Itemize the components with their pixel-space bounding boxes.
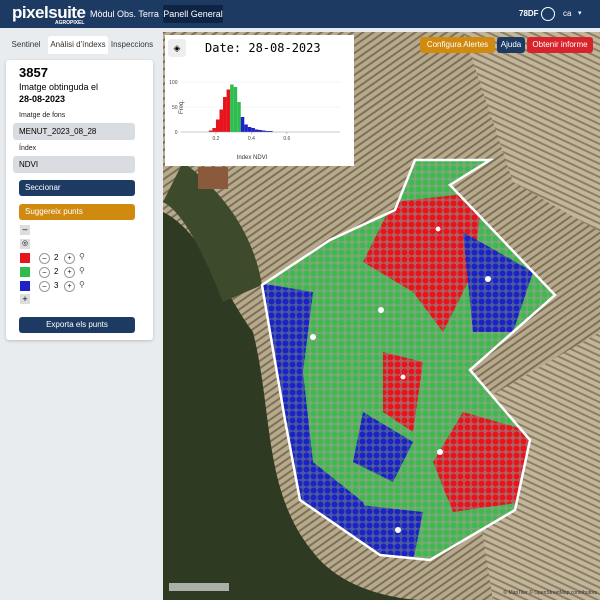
user-icon[interactable] (541, 7, 555, 21)
suggest-button[interactable]: Suggereix punts (19, 204, 135, 220)
chart-title: Date: 28-08-2023 (205, 41, 321, 55)
bar (223, 97, 227, 132)
select[interactable]: MENUT_2023_08_28 (13, 123, 135, 140)
bar (215, 119, 220, 132)
obtained-date: 28-08-2023 (19, 94, 66, 104)
lang[interactable]: ca (563, 9, 572, 18)
image-id: 3857 (19, 65, 48, 80)
minus-button[interactable]: – (39, 281, 50, 292)
nav-item-active[interactable]: Panell General (163, 5, 223, 23)
x-tick-label: 0.6 (283, 136, 290, 142)
caret: ▾ (578, 10, 582, 17)
bar (240, 117, 245, 132)
tab[interactable]: Inspeccions (110, 40, 154, 49)
scale-bar (169, 583, 229, 591)
bar (208, 130, 213, 132)
bar (265, 131, 270, 132)
bar (233, 87, 238, 132)
x-tick-label: 0.2 (212, 136, 219, 142)
field-outline (260, 158, 557, 562)
plus-button[interactable]: + (64, 281, 75, 292)
vineyards (463, 332, 600, 600)
layers-button[interactable]: ◈ (168, 39, 186, 57)
point-count: 2 (54, 267, 59, 276)
bar (262, 130, 266, 132)
tab[interactable]: Sentinel (11, 40, 41, 49)
header: pixelsuite AGROPIXEL Mòdul Obs. Terra Pa… (0, 0, 600, 28)
field-label: Índex (19, 145, 37, 152)
color-swatch (20, 253, 30, 263)
export-button[interactable]: Exporta els punts (19, 317, 135, 333)
y-tick-label: 0 (175, 130, 178, 136)
x-tick-label: 0.4 (248, 136, 255, 142)
x-axis-label: Index NDVI (237, 155, 268, 161)
sidebar: Sentinel Anàlisi d'índexs Inspeccions (6, 34, 154, 340)
layer-icon[interactable]: ◎ (20, 239, 30, 249)
y-tick-label: 50 (172, 105, 178, 111)
plus-button[interactable]: + (64, 253, 75, 264)
bar (244, 124, 248, 132)
card (6, 60, 153, 340)
color-swatch (20, 281, 30, 291)
bar (230, 84, 234, 132)
select[interactable]: NDVI (13, 156, 135, 173)
histogram: Date: 28-08-2023 Index NDVI Freq. 050100… (169, 41, 340, 161)
tab-active[interactable]: Anàlisi d'índexs (48, 36, 108, 54)
point-count: 2 (54, 253, 59, 262)
point-count: 3 (54, 281, 59, 290)
bar (269, 131, 273, 132)
nav-item[interactable]: Mòdul Obs. Terra (90, 9, 159, 19)
section-button[interactable]: Seccionar (19, 180, 135, 196)
obtained-label: Imatge obtinguda el (19, 82, 99, 92)
attribution: © MapTiler © OpenStreetMap contributors (503, 589, 597, 596)
building (198, 167, 228, 189)
user[interactable]: 78DF (519, 9, 539, 18)
bar (219, 109, 224, 132)
markers (310, 276, 491, 533)
field-label: Imatge de fons (19, 112, 66, 119)
histogram-popup: ◈ Date: 28-08-2023 Index NDVI Freq. 0 50 1… (165, 35, 354, 166)
bar (226, 89, 231, 132)
bar (258, 130, 263, 132)
bar (212, 128, 216, 132)
remove-button[interactable]: – (20, 225, 30, 235)
minus-button[interactable]: – (39, 253, 50, 264)
color-swatch (20, 267, 30, 277)
plus-button[interactable]: + (64, 267, 75, 278)
forest (163, 212, 423, 600)
vineyards (463, 32, 600, 232)
pin-icon: ⚲ (79, 266, 85, 275)
alerts-button[interactable]: Configura Alertes (420, 37, 495, 53)
y-tick-label: 100 (169, 80, 178, 86)
forest (163, 162, 262, 302)
bar (247, 127, 252, 132)
logo-sub: AGROPIXEL (55, 20, 85, 26)
bar (237, 102, 241, 132)
logo[interactable]: pixelsuite (12, 3, 86, 22)
pin-icon: ⚲ (79, 280, 85, 289)
bar (251, 128, 255, 132)
bar (254, 129, 259, 132)
markers (399, 225, 442, 381)
minus-button[interactable]: – (39, 267, 50, 278)
pin-icon: ⚲ (79, 252, 85, 261)
report-button[interactable]: Obtenir informe (527, 37, 593, 53)
help-button[interactable]: Ajuda (497, 37, 525, 53)
add-button[interactable]: + (20, 294, 30, 304)
map: © MapTiler © OpenStreetMap contributors (163, 32, 600, 600)
